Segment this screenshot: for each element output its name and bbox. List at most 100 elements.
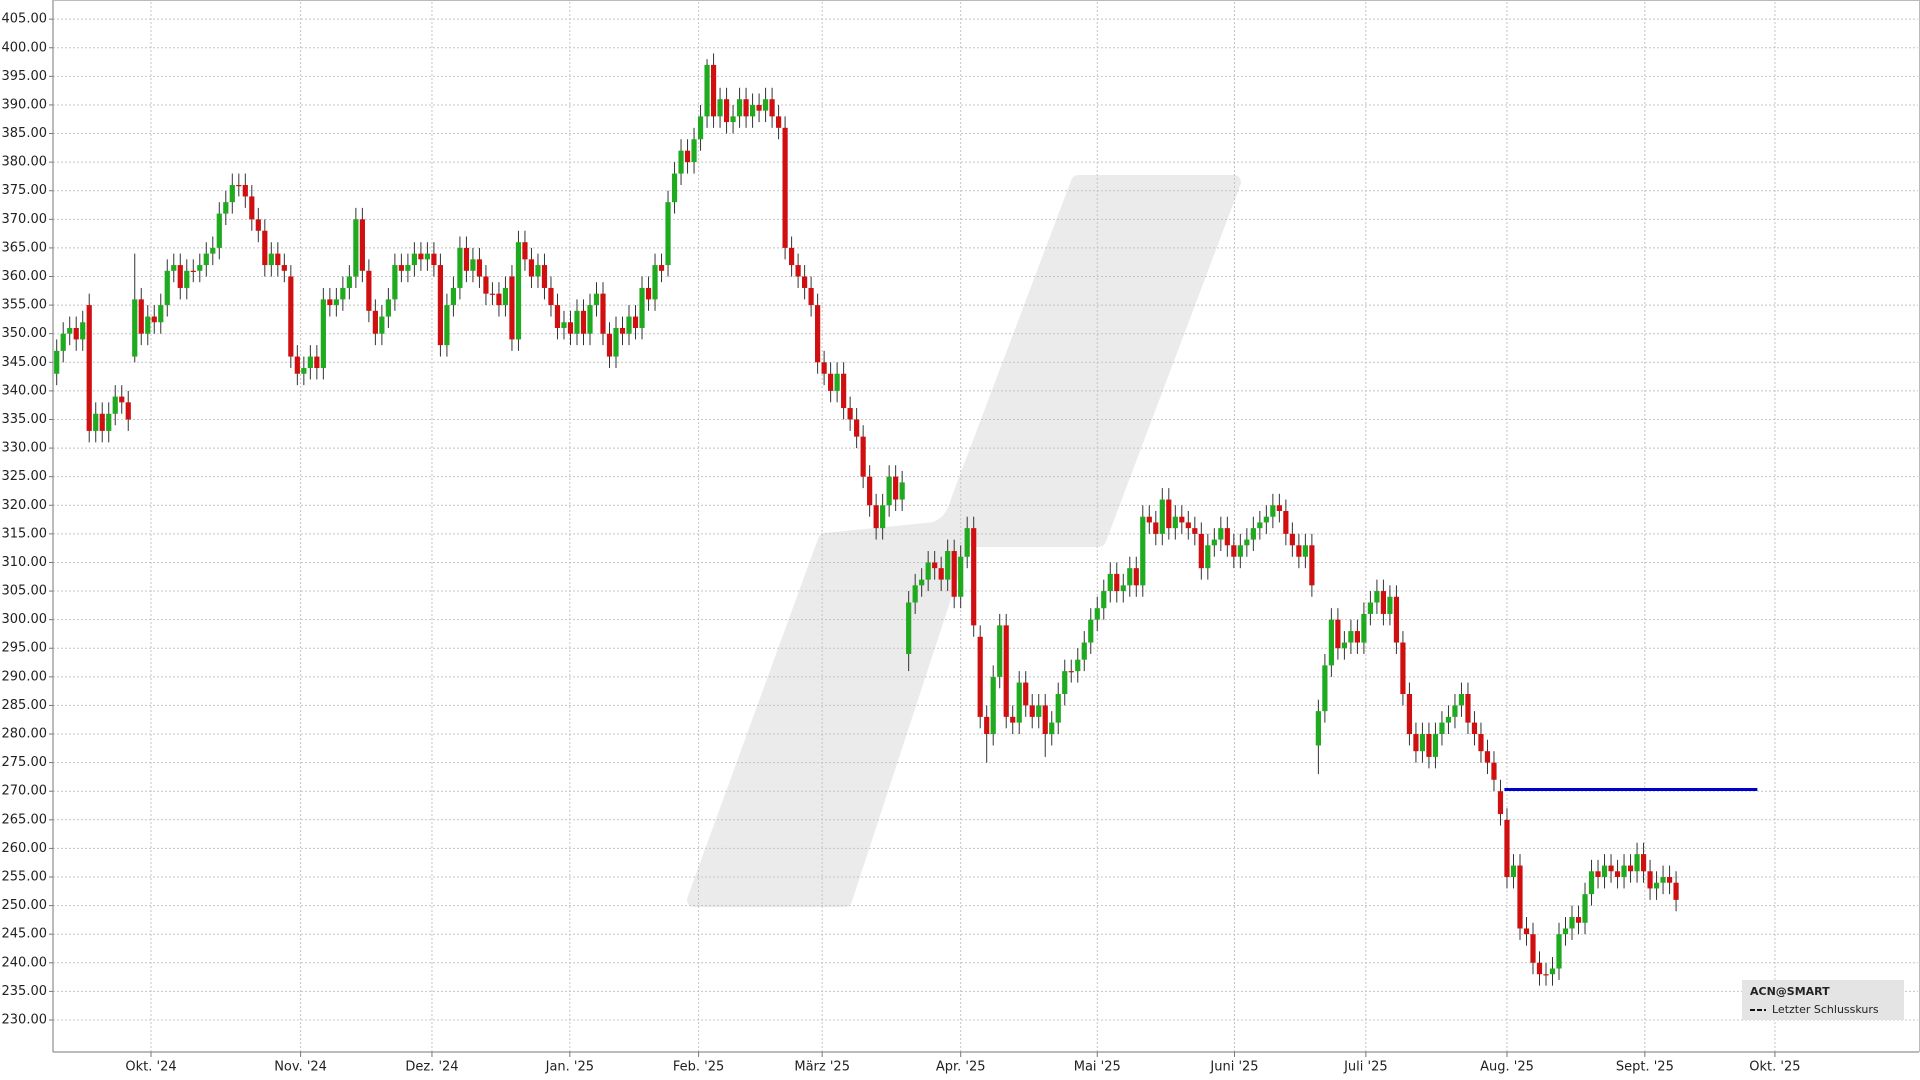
candle-body [1055,693,1061,723]
candle-body [1432,734,1439,757]
candle-body [1445,716,1452,723]
candle-body [1166,499,1172,529]
candle-body [411,253,417,266]
candle-body [93,413,99,431]
candle-body [645,287,652,300]
candle-body [431,253,437,266]
candle-body [457,247,463,288]
candle-body [1614,871,1621,877]
candle-body [496,293,502,306]
candle-body [1127,568,1133,586]
candle-body [717,99,723,117]
candle-body [1387,596,1393,614]
candle-body [567,322,574,334]
y-tick-label: 245.00 [2,927,48,942]
candle-body [158,305,164,323]
candle-body [919,579,925,586]
y-tick-label: 310.00 [2,555,48,570]
candle-body [528,259,535,277]
candle-body [223,202,229,214]
candle-body [880,505,886,529]
candle-body [80,322,86,340]
candle-body [834,373,840,391]
y-tick-label: 255.00 [2,870,48,885]
candle-body [990,676,996,735]
candle-body [788,247,795,266]
candle-body [164,270,170,306]
candle-body [132,299,138,357]
candle-body [613,327,619,357]
candle-body [242,185,248,197]
candle-body [1029,705,1035,717]
candle-body [1328,619,1334,666]
candle-body [1361,613,1367,643]
y-tick-label: 385.00 [2,126,48,141]
y-tick-label: 370.00 [2,212,48,227]
candle-body [1088,619,1094,643]
candle-body [1582,894,1588,923]
candle-body [151,316,157,323]
candle-body [1471,722,1478,735]
candle-body [958,556,964,597]
candle-body [320,299,326,369]
candle-body [658,265,665,271]
candle-body [60,333,66,351]
candle-body [802,276,808,288]
candle-body [1133,568,1139,586]
candle-body [574,310,580,334]
candle-body [502,287,509,306]
candle-body [1270,505,1276,517]
candle-body [1595,871,1601,877]
candle-body [1458,693,1465,706]
candle-body [1257,522,1263,529]
candle-body [307,356,313,369]
x-tick-label: Sept. '25 [1616,1060,1674,1075]
candle-body [977,636,983,717]
candle-body [268,253,274,266]
candle-body [710,64,717,117]
candle-body [1627,865,1634,872]
candle-body [1159,499,1165,534]
candle-body [749,104,756,117]
candle-body [281,265,287,271]
axis-labels: 230.00 235.00 240.00 245.00 250.00 255.00 260.… [2,12,1801,1075]
candle-body [1107,573,1113,592]
candle-body [470,259,476,271]
candle-body [301,368,307,374]
candle-body [1302,545,1308,557]
candle-body [1309,545,1315,586]
candle-body [1042,705,1048,735]
candle-body [1153,522,1159,534]
candle-body [333,299,339,306]
candle-body [1218,528,1224,540]
candle-body [964,528,970,557]
candle-body [1263,516,1269,523]
candle-body [372,310,378,334]
candle-body [951,551,957,597]
candle-body [854,419,860,437]
y-tick-label: 320.00 [2,498,48,513]
candle-body [1536,962,1543,975]
candle-body [385,299,391,317]
candle-body [1588,871,1595,895]
x-tick-label: Feb. '25 [673,1060,724,1075]
y-tick-label: 375.00 [2,183,48,198]
y-tick-label: 270.00 [2,784,48,799]
candle-body [997,625,1003,677]
y-tick-label: 275.00 [2,755,48,770]
y-tick-label: 405.00 [2,12,48,27]
watermark [687,175,1241,907]
candle-body [639,287,645,328]
candle-body [1348,631,1354,643]
y-tick-label: 290.00 [2,669,48,684]
candle-body [860,436,866,477]
candle-body [1413,734,1419,752]
y-tick-label: 345.00 [2,355,48,370]
candle-body [1062,671,1068,694]
candle-body [906,602,912,654]
candle-body [346,276,352,288]
candle-body [1367,602,1374,614]
y-tick-label: 365.00 [2,240,48,255]
candle-body [632,316,639,328]
